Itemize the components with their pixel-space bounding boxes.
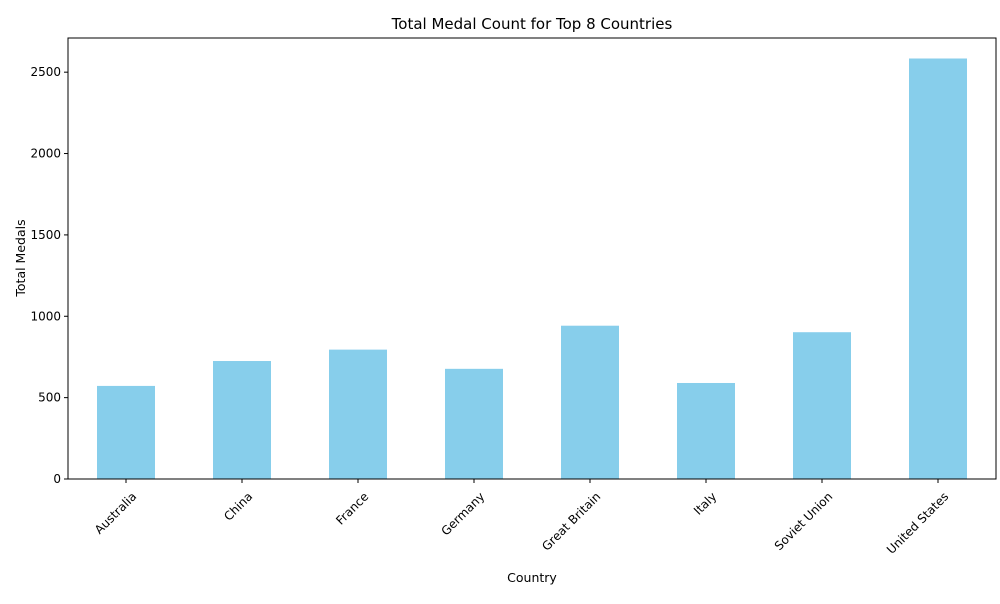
x-tick-label: France [333, 489, 371, 527]
bar-france [329, 349, 387, 479]
y-tick-label: 1500 [30, 228, 61, 242]
x-tick-label: Australia [92, 489, 139, 536]
bar-germany [445, 368, 503, 479]
y-tick-label: 1000 [30, 309, 61, 323]
chart-title: Total Medal Count for Top 8 Countries [391, 15, 673, 33]
y-tick-label: 0 [53, 472, 61, 486]
x-axis-label: Country [507, 570, 557, 585]
y-tick-label: 500 [38, 391, 61, 405]
x-tick-label: China [221, 489, 255, 523]
bar-soviet-union [793, 332, 851, 479]
plot-area: 0 500 1000 1500 2000 2500 Australia China France… [30, 37, 997, 557]
y-axis-label: Total Medals [13, 219, 28, 297]
x-tick-label: Italy [691, 489, 719, 517]
x-tick-label: Germany [438, 489, 487, 538]
y-tick-label: 2500 [30, 65, 61, 79]
bar-china [213, 361, 271, 479]
bar-italy [677, 382, 735, 479]
bar-australia [97, 385, 155, 479]
x-tick-label: Soviet Union [772, 489, 836, 553]
x-tick-label: Great Britain [539, 489, 603, 553]
plot-frame [67, 37, 997, 480]
x-tick-label: United States [884, 489, 951, 556]
bar-united-states [909, 58, 967, 479]
y-tick-label: 2000 [30, 147, 61, 161]
bar-great-britain [561, 325, 619, 479]
